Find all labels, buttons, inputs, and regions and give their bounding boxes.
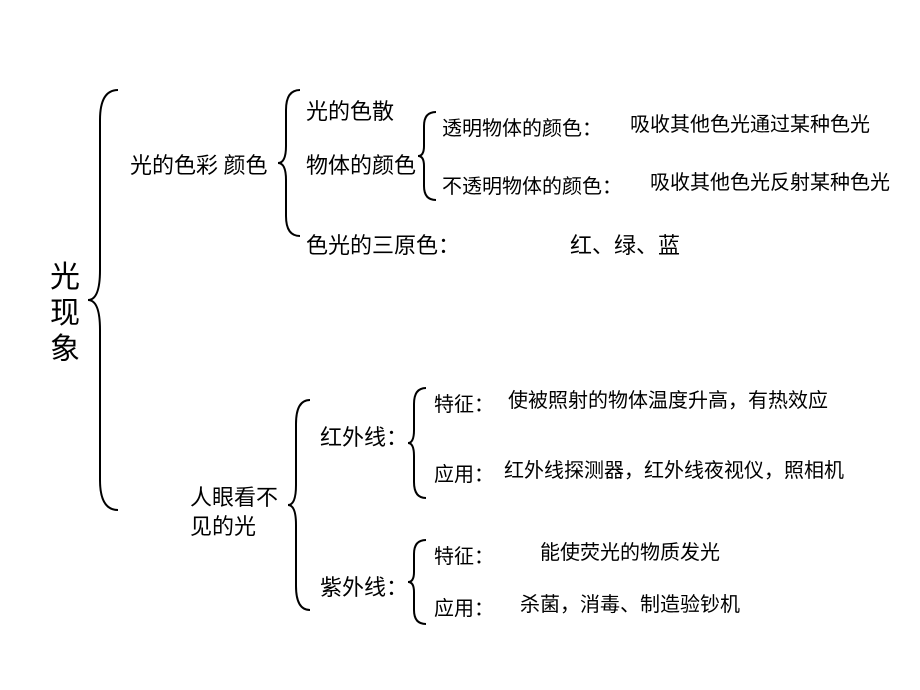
infrared-label-text: 红外线： (320, 425, 408, 450)
branch-invisible: 人眼看不 见的光 (190, 484, 278, 541)
branch-invisible-l1: 人眼看不 (190, 484, 278, 513)
root-char-2: 现 (50, 296, 80, 332)
ir-bracket (408, 388, 432, 498)
opaque-label-text: 不透明物体的颜色： (442, 176, 622, 198)
item2-bracket (418, 112, 442, 200)
root-char-1: 光 (50, 260, 80, 296)
primary-colors-label-text: 色光的三原色： (306, 233, 460, 258)
infrared-label: 红外线： (320, 420, 408, 452)
uv-feature-text-inner: 能使荧光的物质发光 (540, 542, 720, 564)
ir-feature-label: 特征： (434, 388, 494, 417)
uv-app-label: 应用： (434, 592, 494, 621)
opaque-desc-text: 吸收其他色光反射某种色光 (650, 172, 890, 194)
ir-feature-text-inner: 使被照射的物体温度升高，有热效应 (508, 390, 828, 412)
ir-feature-text: 使被照射的物体温度升高，有热效应 (508, 388, 848, 414)
uv-app-label-text: 应用： (434, 598, 494, 620)
ir-app-text: 红外线探测器，红外线夜视仪，照相机 (504, 458, 884, 484)
ir-app-label-text: 应用： (434, 464, 494, 486)
transparent-desc-text: 吸收其他色光通过某种色光 (630, 114, 870, 136)
branch2-bracket (288, 400, 318, 610)
root-node: 光 现 象 (50, 260, 80, 368)
primary-colors-value-text: 红、绿、蓝 (570, 233, 680, 258)
uv-feature-text: 能使荧光的物质发光 (540, 540, 860, 566)
branch-invisible-l2: 见的光 (190, 513, 278, 542)
primary-colors-value: 红、绿、蓝 (570, 228, 680, 260)
root-bracket (88, 90, 128, 510)
ir-app-text-inner: 红外线探测器，红外线夜视仪，照相机 (504, 460, 844, 482)
transparent-label: 透明物体的颜色： (442, 112, 602, 141)
branch-colors: 光的色彩 颜色 (130, 148, 268, 180)
transparent-desc: 吸收其他色光通过某种色光 (630, 112, 870, 138)
primary-colors-label: 色光的三原色： (306, 228, 460, 260)
uv-bracket (408, 540, 432, 624)
item-dispersion: 光的色散 (306, 94, 394, 126)
root-char-3: 象 (50, 332, 80, 368)
item-object-color: 物体的颜色 (306, 148, 416, 180)
uv-app-text-inner: 杀菌，消毒、制造验钞机 (520, 594, 740, 616)
uv-label: 紫外线： (320, 570, 408, 602)
uv-feature-label: 特征： (434, 540, 494, 569)
ir-feature-label-text: 特征： (434, 394, 494, 416)
transparent-label-text: 透明物体的颜色： (442, 118, 602, 140)
item-object-color-label: 物体的颜色 (306, 153, 416, 178)
uv-label-text: 紫外线： (320, 575, 408, 600)
uv-feature-label-text: 特征： (434, 546, 494, 568)
item-dispersion-label: 光的色散 (306, 99, 394, 124)
uv-app-text: 杀菌，消毒、制造验钞机 (520, 592, 780, 618)
ir-app-label: 应用： (434, 458, 494, 487)
opaque-label: 不透明物体的颜色： (442, 170, 622, 199)
branch1-bracket (278, 90, 308, 236)
branch-colors-label: 光的色彩 颜色 (130, 153, 268, 178)
opaque-desc: 吸收其他色光反射某种色光 (650, 170, 890, 196)
